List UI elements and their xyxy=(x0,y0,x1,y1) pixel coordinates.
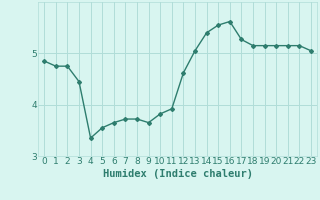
X-axis label: Humidex (Indice chaleur): Humidex (Indice chaleur) xyxy=(103,169,252,179)
